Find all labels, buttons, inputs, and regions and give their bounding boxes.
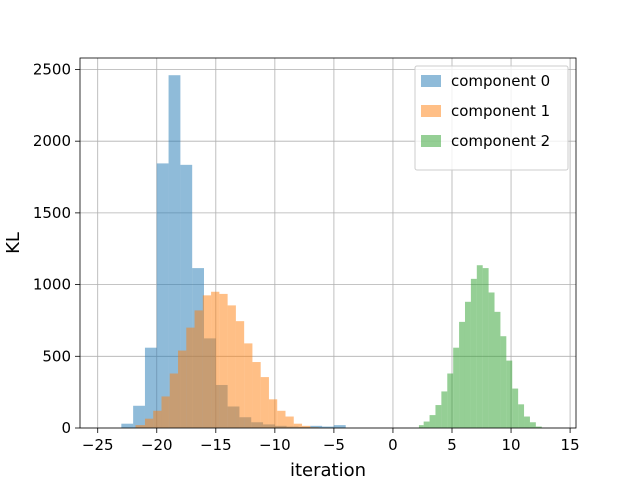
- histogram-bar: [268, 399, 278, 428]
- histogram-bar: [529, 422, 536, 428]
- legend-label: component 2: [451, 132, 550, 150]
- legend-swatch: [421, 135, 441, 147]
- histogram-bar: [293, 423, 303, 428]
- legend-box: [414, 65, 569, 171]
- histogram-bar: [500, 336, 507, 428]
- x-tick-label: −10: [259, 436, 291, 454]
- histogram-bar: [482, 268, 489, 428]
- x-tick-label: 15: [561, 436, 580, 454]
- histogram-bar: [133, 405, 145, 428]
- histogram-bar: [144, 347, 157, 428]
- histogram-bar: [161, 396, 170, 428]
- histogram-bar: [459, 321, 465, 428]
- x-tick-label: −20: [141, 436, 173, 454]
- y-tick-label: 2000: [33, 132, 71, 150]
- y-axis-ticks: 0 500 1000 1500 2000 2500: [33, 60, 80, 437]
- histogram-bar: [506, 360, 513, 428]
- histogram-bar: [168, 75, 181, 429]
- histogram-bar: [178, 350, 187, 428]
- histogram-bar: [180, 164, 193, 429]
- histogram-bar: [418, 425, 424, 428]
- histogram-bar: [435, 405, 442, 428]
- histogram-bar: [322, 426, 334, 428]
- histogram-bar: [453, 347, 460, 428]
- x-tick-label: −25: [82, 436, 114, 454]
- histogram-bar: [277, 410, 286, 428]
- x-tick-label: 0: [388, 436, 398, 454]
- x-axis-ticks: −25 −20 −15 −10 −5 0 5 10 15: [82, 428, 580, 454]
- x-tick-label: 10: [502, 436, 521, 454]
- histogram-bar: [476, 265, 483, 428]
- histogram-bar: [186, 327, 195, 428]
- histogram-bar: [423, 421, 430, 428]
- histogram-bar: [252, 362, 261, 428]
- histogram-bar: [535, 426, 542, 428]
- histogram-bar: [156, 163, 169, 428]
- x-tick-label: −15: [200, 436, 232, 454]
- y-tick-label: 2500: [33, 60, 71, 78]
- histogram-bar: [518, 404, 525, 428]
- histogram-bar: [429, 415, 436, 428]
- histogram-bar: [169, 373, 179, 428]
- axes-border: [79, 57, 577, 429]
- series-1-bars: [135, 291, 319, 428]
- histogram-bar: [447, 373, 454, 428]
- histogram-bar: [302, 425, 311, 428]
- y-tick-label: 500: [42, 347, 71, 365]
- histogram-bar: [211, 291, 220, 428]
- legend: component 0 component 1 component 2: [414, 65, 569, 171]
- legend-label: component 1: [451, 102, 550, 120]
- y-axis-label: KL: [3, 232, 24, 254]
- histogram-bar: [135, 425, 145, 428]
- series-2-bars: [418, 265, 542, 428]
- y-tick-label: 1500: [33, 204, 71, 222]
- histogram-bar: [227, 305, 236, 428]
- histogram-bar: [524, 416, 530, 428]
- histogram-bar: [310, 425, 323, 428]
- y-tick-label: 0: [61, 419, 71, 437]
- histogram-bar: [219, 293, 228, 428]
- histogram-bar: [488, 292, 495, 428]
- legend-swatch: [421, 105, 441, 117]
- x-axis-label: iteration: [290, 460, 366, 480]
- histogram-bar: [494, 311, 501, 428]
- histogram-bar: [512, 388, 519, 428]
- histogram-bar: [244, 343, 253, 428]
- histogram-bar: [441, 391, 448, 428]
- histogram-bar: [333, 425, 346, 428]
- legend-label: component 0: [451, 72, 550, 90]
- legend-swatch: [421, 75, 441, 87]
- histogram-bar: [144, 418, 154, 428]
- histogram-bar: [202, 295, 212, 428]
- histogram-bar: [121, 423, 134, 428]
- histogram-bar: [153, 410, 162, 428]
- histogram-bar: [194, 310, 203, 428]
- y-tick-label: 1000: [33, 276, 71, 294]
- x-tick-label: −5: [323, 436, 345, 454]
- histogram-bar: [235, 321, 245, 428]
- histogram-bar: [464, 301, 471, 428]
- histogram-bars: [121, 75, 542, 429]
- x-tick-label: 5: [447, 436, 457, 454]
- axes-frame: [79, 57, 577, 429]
- histogram-bar: [285, 416, 294, 428]
- histogram-bar: [260, 377, 269, 428]
- histogram-bar: [470, 278, 477, 428]
